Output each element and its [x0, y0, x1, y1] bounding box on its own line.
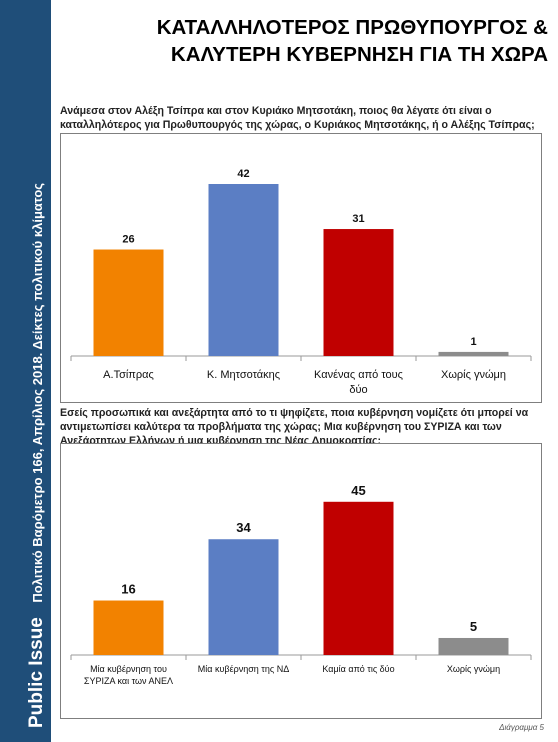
- chart-2-bar: [208, 539, 279, 655]
- chart-1-bar: [208, 184, 279, 356]
- chart-1-bar: [93, 249, 164, 356]
- question-2-line-2: αντιμετωπίσει καλύτερα τα προβλήματα της…: [60, 421, 502, 433]
- chart-2-data-label: 34: [236, 520, 251, 535]
- chart-1-data-label: 31: [352, 213, 364, 225]
- chart-1-bar: [323, 229, 394, 356]
- chart-1-category-label: Κ. Μητσοτάκης: [207, 369, 280, 381]
- page-title-line-2: ΚΑΛΥΤΕΡΗ ΚΥΒΕΡΝΗΣΗ ΓΙΑ ΤΗ ΧΩΡΑ: [170, 43, 548, 66]
- chart-2-category-label: ΣΥΡΙΖΑ και των ΑΝΕΛ: [84, 676, 173, 686]
- chart-1-category-label: δύο: [349, 384, 367, 396]
- chart-2-category-label: Καμία από τις δύο: [322, 664, 394, 674]
- chart-1-data-label: 1: [470, 336, 476, 348]
- chart-2-bar: [438, 637, 509, 655]
- chart-1-data-label: 42: [237, 168, 249, 180]
- chart-1-category-label: Κανένας από τους: [314, 369, 403, 381]
- question-1-line-1: Ανάμεσα στον Αλέξη Τσίπρα και στον Κυριά…: [60, 105, 492, 117]
- publication-subtitle: Πολιτικό Βαρόμετρο 166, Απρίλιος 2018. Δ…: [29, 182, 45, 603]
- chart-1-data-label: 26: [122, 234, 134, 246]
- brand-name: Public Issue: [26, 617, 47, 728]
- chart-1-bar: [438, 351, 509, 356]
- chart-2-category-label: Χωρίς γνώμη: [447, 664, 500, 674]
- chart-1-box: 26 Α.Τσίπρας 42 Κ. Μητσοτάκης 31 Κανένας από …: [60, 133, 542, 403]
- question-1: Ανάμεσα στον Αλέξη Τσίπρα και στον Κυριά…: [60, 104, 540, 132]
- sidebar: Public Issue Πολιτικό Βαρόμετρο 166, Απρ…: [0, 0, 51, 742]
- chart-2-bar: [93, 600, 164, 655]
- question-1-line-2: καταλληλότερος για Πρωθυπουργός της χώρα…: [60, 119, 535, 131]
- question-2-line-1: Εσείς προσωπικά και ανεξάρτητα από το τι…: [60, 407, 529, 419]
- chart-1: 26 Α.Τσίπρας 42 Κ. Μητσοτάκης 31 Κανένας από …: [70, 168, 532, 396]
- chart-2-data-label: 45: [351, 483, 365, 498]
- figure-number: Διάγραμμα 5: [499, 723, 544, 732]
- chart-2-bar: [323, 501, 394, 655]
- chart-2: 16 Μία κυβέρνηση του ΣΥΡΙΖΑ και των ΑΝΕΛ 34…: [70, 483, 532, 686]
- page-title-line-1: ΚΑΤΑΛΛΗΛΟΤΕΡΟΣ ΠΡΩΘΥΠΟΥΡΓΟΣ &: [156, 16, 548, 39]
- chart-2-data-label: 5: [470, 619, 477, 634]
- chart-2-category-label: Μία κυβέρνηση της ΝΔ: [198, 664, 289, 674]
- chart-2-box: 16 Μία κυβέρνηση του ΣΥΡΙΖΑ και των ΑΝΕΛ 34…: [60, 443, 542, 719]
- chart-2-data-label: 16: [121, 582, 135, 597]
- chart-2-category-label: Μία κυβέρνηση του: [90, 664, 167, 674]
- chart-1-category-label: Α.Τσίπρας: [103, 369, 154, 381]
- sidebar-text: Public Issue Πολιτικό Βαρόμετρο 166, Απρ…: [26, 183, 48, 728]
- page-title: ΚΑΤΑΛΛΗΛΟΤΕΡΟΣ ΠΡΩΘΥΠΟΥΡΓΟΣ & ΚΑΛΥΤΕΡΗ Κ…: [78, 14, 548, 68]
- question-2: Εσείς προσωπικά και ανεξάρτητα από το τι…: [60, 406, 540, 448]
- chart-1-category-label: Χωρίς γνώμη: [441, 369, 506, 381]
